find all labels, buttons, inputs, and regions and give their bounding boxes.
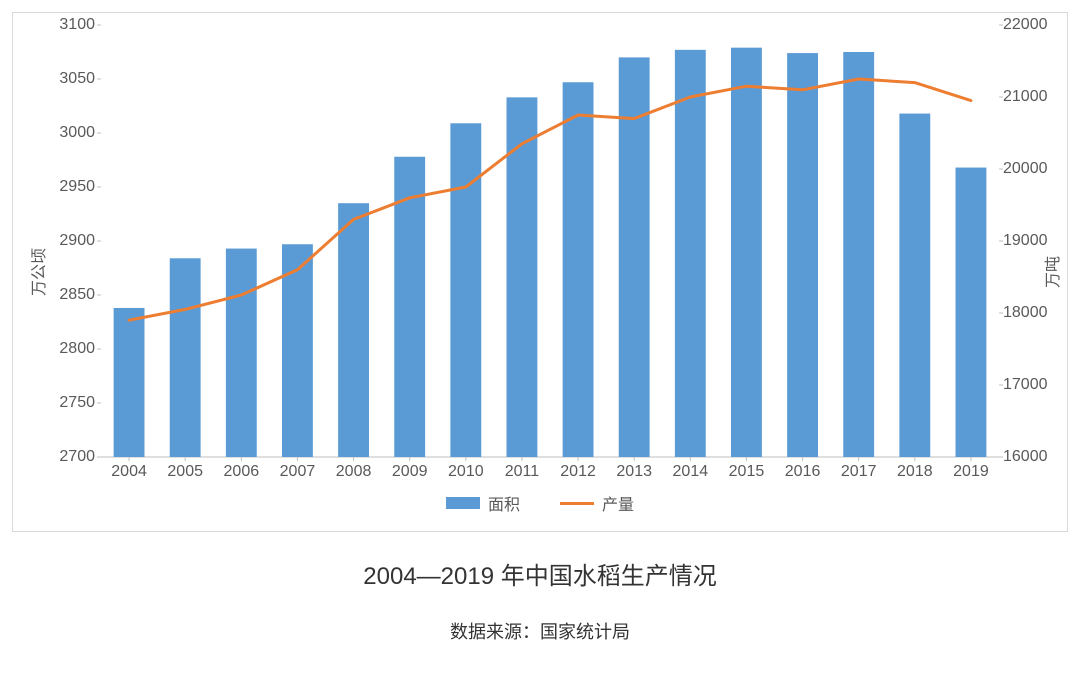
y-left-tick: 2750 [35, 394, 95, 412]
bar [338, 203, 369, 457]
bar [450, 123, 481, 457]
x-tick: 2019 [953, 463, 989, 481]
y-left-tick: 2950 [35, 178, 95, 196]
x-tick: 2011 [505, 463, 539, 481]
x-tick: 2007 [280, 463, 316, 481]
x-tick: 2009 [392, 463, 428, 481]
x-tick: 2017 [841, 463, 877, 481]
bar [731, 48, 762, 457]
bar [843, 52, 874, 457]
bar [170, 258, 201, 457]
legend-item-yield: 产量 [560, 491, 634, 515]
legend-label-area: 面积 [488, 491, 520, 515]
x-tick: 2010 [448, 463, 484, 481]
legend-bar-swatch [446, 497, 480, 509]
x-tick: 2012 [560, 463, 596, 481]
x-tick: 2013 [616, 463, 652, 481]
bar [675, 50, 706, 457]
chart-caption: 2004—2019 年中国水稻生产情况 [363, 556, 716, 591]
x-tick: 2005 [167, 463, 203, 481]
bar [787, 53, 818, 457]
bar [956, 168, 987, 457]
bar [563, 82, 594, 457]
y-right-tick: 22000 [1003, 16, 1063, 34]
y-right-tick: 17000 [1003, 376, 1063, 394]
y-right-tick: 20000 [1003, 160, 1063, 178]
y-left-tick: 2850 [35, 286, 95, 304]
legend: 面积 产量 [446, 491, 634, 515]
y-right-tick: 21000 [1003, 88, 1063, 106]
y-left-tick: 3100 [35, 16, 95, 34]
x-tick: 2008 [336, 463, 372, 481]
plot-area [101, 25, 999, 457]
figure-container: 万公顷 万吨 270027502800285029002950300030503… [0, 0, 1080, 678]
y-left-tick: 3050 [35, 70, 95, 88]
bar [226, 249, 257, 457]
legend-line-swatch [560, 502, 594, 505]
x-tick: 2018 [897, 463, 933, 481]
x-tick: 2015 [729, 463, 765, 481]
y-left-tick: 3000 [35, 124, 95, 142]
bar [114, 308, 145, 457]
x-tick: 2006 [224, 463, 260, 481]
chart-source: 数据来源：国家统计局 [450, 618, 630, 644]
legend-item-area: 面积 [446, 491, 520, 515]
chart-svg [101, 25, 999, 457]
y-axis-right-title: 万吨 [1039, 256, 1063, 288]
x-tick: 2014 [673, 463, 709, 481]
y-left-tick: 2700 [35, 448, 95, 466]
y-left-tick: 2800 [35, 340, 95, 358]
y-left-tick: 2900 [35, 232, 95, 250]
y-right-tick: 19000 [1003, 232, 1063, 250]
x-tick: 2016 [785, 463, 821, 481]
y-right-tick: 16000 [1003, 448, 1063, 466]
legend-label-yield: 产量 [602, 491, 634, 515]
x-tick: 2004 [111, 463, 147, 481]
y-right-tick: 18000 [1003, 304, 1063, 322]
bar [899, 114, 930, 457]
chart-frame: 万公顷 万吨 270027502800285029002950300030503… [12, 12, 1068, 532]
